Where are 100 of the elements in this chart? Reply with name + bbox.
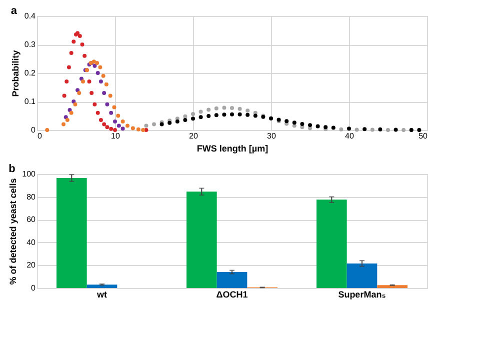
point [95, 61, 100, 66]
point [45, 128, 50, 132]
chart-title: b [8, 163, 16, 175]
point [183, 114, 188, 118]
point [125, 124, 130, 128]
point [120, 126, 125, 131]
point [69, 110, 74, 115]
y-axis-title: % of detected yeast cells [8, 178, 18, 285]
point [331, 126, 336, 130]
point [102, 90, 106, 95]
x-tick-label: 0 [38, 132, 42, 140]
point [152, 122, 156, 126]
point [116, 124, 121, 128]
bar [316, 200, 347, 288]
point [230, 112, 234, 116]
point [130, 126, 135, 130]
bar [186, 192, 217, 288]
point [65, 118, 70, 122]
point [64, 115, 68, 120]
point [98, 118, 103, 122]
point [292, 120, 296, 125]
point [141, 128, 146, 132]
point [79, 76, 84, 81]
x-tick-label: 30 [267, 132, 276, 140]
point [394, 128, 398, 132]
point [73, 102, 78, 106]
x-tick-label: 50 [418, 132, 428, 140]
x-tick-label: ΔOCH1 [216, 290, 248, 300]
point [198, 110, 203, 114]
x-tick-label: 20 [189, 132, 198, 140]
chart-title: a [10, 5, 18, 17]
point [308, 123, 312, 128]
x-tick-label: 10 [111, 132, 120, 140]
point [238, 106, 242, 111]
point [98, 80, 103, 84]
point [316, 124, 320, 128]
point [284, 119, 289, 124]
y-tick-label: 100 [22, 170, 36, 178]
y-tick-label: 60 [26, 215, 36, 224]
point [69, 51, 74, 56]
point [96, 110, 100, 115]
point [62, 122, 66, 126]
point [109, 110, 114, 115]
y-tick-label: 0 [31, 284, 36, 292]
point [62, 94, 66, 98]
point [144, 124, 148, 128]
point [246, 112, 250, 117]
bar [86, 284, 118, 288]
bar [346, 263, 378, 288]
point [80, 42, 84, 46]
point [300, 122, 304, 126]
point [175, 119, 180, 124]
point [191, 112, 195, 116]
point [105, 125, 110, 130]
point [109, 126, 114, 131]
point [77, 90, 82, 95]
point [386, 128, 390, 132]
point [402, 128, 406, 132]
y-tick-label: 0 [31, 126, 36, 134]
point [66, 65, 71, 70]
point [90, 90, 94, 95]
point [76, 88, 80, 92]
bar [377, 285, 408, 288]
y-tick-label: 0.1 [24, 97, 36, 106]
bar [56, 178, 87, 288]
point [136, 127, 140, 132]
point [64, 80, 69, 84]
point [112, 105, 116, 110]
y-axis-title: Probability [10, 50, 20, 97]
point [339, 127, 344, 132]
point [108, 94, 112, 98]
point [72, 40, 76, 44]
point [222, 106, 226, 110]
point [116, 114, 120, 118]
point [92, 102, 97, 106]
point [183, 118, 188, 122]
point [104, 82, 108, 86]
point [81, 80, 86, 84]
point [206, 114, 211, 118]
point [222, 112, 226, 117]
x-tick-label: wt [96, 290, 107, 300]
bar [216, 272, 248, 288]
point [347, 126, 351, 131]
y-tick-label: 0.3 [24, 40, 36, 49]
point [206, 108, 211, 112]
point [308, 126, 312, 130]
point [378, 127, 382, 132]
point [238, 112, 242, 116]
point [101, 74, 106, 78]
point [253, 114, 258, 118]
point [113, 119, 117, 124]
y-tick-label: 40 [26, 238, 36, 247]
x-axis-title: FWS length [µm] [196, 144, 268, 154]
point [362, 127, 367, 132]
y-tick-label: 0.4 [24, 12, 36, 20]
point [370, 128, 374, 132]
point [72, 100, 76, 104]
point [214, 106, 218, 110]
point [191, 116, 195, 121]
point [82, 54, 87, 58]
